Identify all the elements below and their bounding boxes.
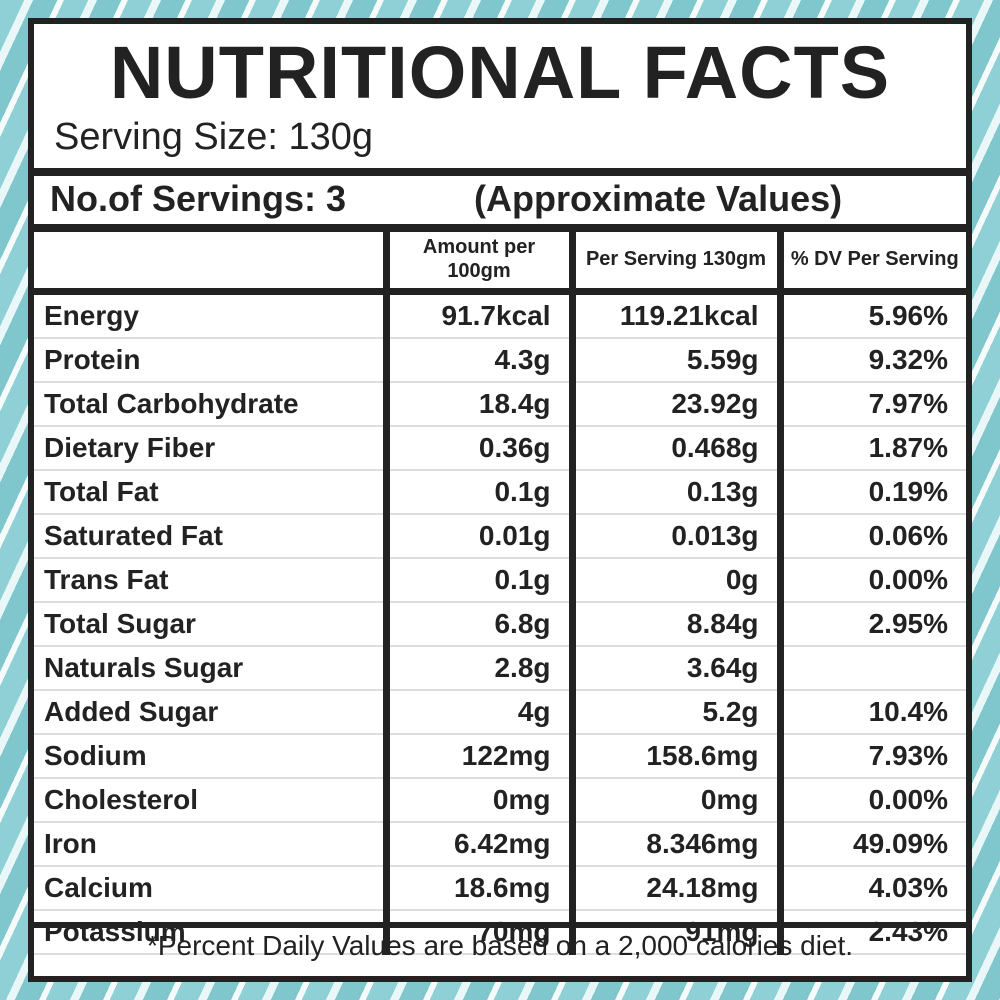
nutrient-name: Protein: [34, 338, 386, 383]
footnote: *Percent Daily Values are based on a 2,0…: [146, 930, 854, 961]
nutrient-value: 18.4g: [382, 382, 572, 427]
nutrient-name: Added Sugar: [34, 690, 386, 735]
nutrient-value: 0.06%: [776, 514, 966, 559]
nutrient-value: 5.2g: [568, 690, 780, 735]
nutrient-value: 6.42mg: [382, 822, 572, 867]
nutrition-table: Amount per 100gm Per Serving 130gm% DV Pe…: [34, 230, 966, 955]
header-cell: Amount per 100gm: [382, 230, 572, 295]
nutrient-name: Energy: [34, 291, 386, 339]
table-row: Calcium 18.6mg 24.18mg 4.03%: [34, 866, 966, 911]
table-row: Dietary Fiber 0.36g 0.468g 1.87%: [34, 426, 966, 471]
divider: [34, 224, 966, 232]
nutrient-value: 0.1g: [382, 558, 572, 603]
nutrient-value: 70mg: [382, 910, 572, 955]
table-row: Naturals Sugar 2.8g 3.64g: [34, 646, 966, 691]
table-row: Total Carbohydrate 18.4g 23.92g 7.97%: [34, 382, 966, 427]
table-row: Total Fat 0.1g 0.13g 0.19%: [34, 470, 966, 515]
nutrient-value: 10.4%: [776, 690, 966, 735]
nutrient-value: 24.18mg: [568, 866, 780, 911]
table-row: Sodium 122mg 158.6mg 7.93%: [34, 734, 966, 779]
nutrient-name: Iron: [34, 822, 386, 867]
table-row: Iron 6.42mg 8.346mg 49.09%: [34, 822, 966, 867]
nutrient-value: 0mg: [382, 778, 572, 823]
nutrient-value: 0.36g: [382, 426, 572, 471]
nutrient-value: 5.96%: [776, 291, 966, 339]
nutrient-value: [776, 646, 966, 691]
nutrient-value: 8.84g: [568, 602, 780, 647]
table-row: Cholesterol 0mg 0mg 0.00%: [34, 778, 966, 823]
nutrient-value: 18.6mg: [382, 866, 572, 911]
nutrient-value: 7.93%: [776, 734, 966, 779]
nutrient-name: Total Sugar: [34, 602, 386, 647]
nutrient-name: Cholesterol: [34, 778, 386, 823]
nutrient-value: 0.013g: [568, 514, 780, 559]
nutrient-value: 0.00%: [776, 558, 966, 603]
approximate-note: (Approximate Values): [474, 178, 843, 219]
nutrient-value: 3.64g: [568, 646, 780, 691]
header-cell: [34, 230, 386, 295]
serving-size: Serving Size: 130g: [54, 116, 373, 158]
nutrient-value: 9.32%: [776, 338, 966, 383]
nutrient-value: 2.43%: [776, 910, 966, 955]
nutrient-value: 2.95%: [776, 602, 966, 647]
nutrient-name: Naturals Sugar: [34, 646, 386, 691]
nutrient-name: Total Fat: [34, 470, 386, 515]
nutrient-value: 158.6mg: [568, 734, 780, 779]
header-cell: Per Serving 130gm: [568, 230, 780, 295]
nutrient-value: 5.59g: [568, 338, 780, 383]
nutrient-value: 0.13g: [568, 470, 780, 515]
table-row: Energy 91.7kcal 119.21kcal 5.96%: [34, 291, 966, 339]
nutrient-value: 4g: [382, 690, 572, 735]
divider: [34, 922, 966, 928]
table-row: Added Sugar 4g 5.2g 10.4%: [34, 690, 966, 735]
nutrient-value: 119.21kcal: [568, 291, 780, 339]
nutrient-value: 0.19%: [776, 470, 966, 515]
nutrient-value: 49.09%: [776, 822, 966, 867]
table-row: Protein 4.3g 5.59g 9.32%: [34, 338, 966, 383]
table-row: Saturated Fat 0.01g 0.013g 0.06%: [34, 514, 966, 559]
nutrient-value: 23.92g: [568, 382, 780, 427]
nutrient-name: Potassium: [34, 910, 386, 955]
nutrient-name: Sodium: [34, 734, 386, 779]
nutrient-value: 122mg: [382, 734, 572, 779]
header-row: Amount per 100gm Per Serving 130gm% DV Pe…: [34, 230, 966, 295]
header-cell: % DV Per Serving: [776, 230, 966, 295]
nutrient-value: 0.468g: [568, 426, 780, 471]
table-row: Trans Fat 0.1g 0g 0.00%: [34, 558, 966, 603]
nutrient-value: 0.1g: [382, 470, 572, 515]
nutrient-value: 91.7kcal: [382, 291, 572, 339]
nutrient-value: 0.01g: [382, 514, 572, 559]
nutrient-name: Total Carbohydrate: [34, 382, 386, 427]
nutrient-value: 0.00%: [776, 778, 966, 823]
table-row: Potassium 70mg 91mg 2.43%: [34, 910, 966, 955]
nutrient-value: 1.87%: [776, 426, 966, 471]
nutrient-name: Saturated Fat: [34, 514, 386, 559]
divider: [34, 168, 966, 176]
nutrient-value: 0mg: [568, 778, 780, 823]
nutrient-value: 7.97%: [776, 382, 966, 427]
nutrient-name: Dietary Fiber: [34, 426, 386, 471]
nutrient-value: 0g: [568, 558, 780, 603]
nutrient-value: 2.8g: [382, 646, 572, 691]
nutrient-name: Trans Fat: [34, 558, 386, 603]
nutrient-value: 91mg: [568, 910, 780, 955]
table-row: Total Sugar 6.8g 8.84g 2.95%: [34, 602, 966, 647]
servings: No.of Servings: 3: [50, 178, 347, 219]
nutrient-value: 6.8g: [382, 602, 572, 647]
nutrient-name: Calcium: [34, 866, 386, 911]
nutrient-value: 4.3g: [382, 338, 572, 383]
nutrition-panel: NUTRITIONAL FACTS Serving Size: 130g No.…: [28, 18, 972, 982]
title: NUTRITIONAL FACTS: [109, 31, 891, 114]
nutrient-value: 8.346mg: [568, 822, 780, 867]
nutrient-value: 4.03%: [776, 866, 966, 911]
